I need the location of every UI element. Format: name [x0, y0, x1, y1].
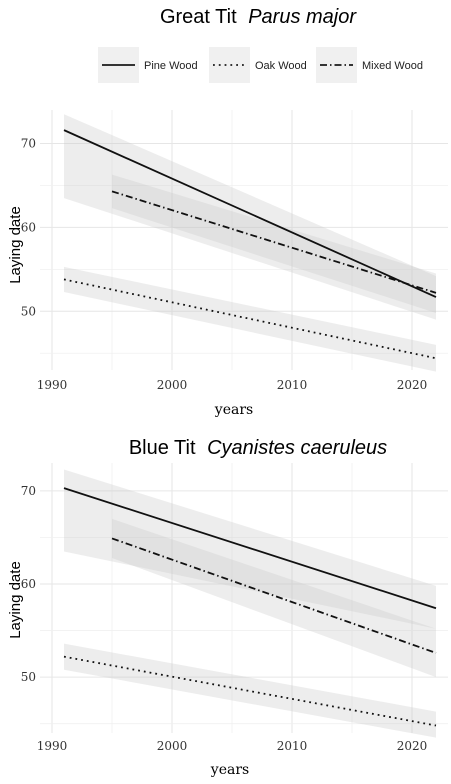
- panel-1-line-pine-wood: [63, 129, 437, 298]
- panel-1-xtick-label: 2020: [397, 378, 428, 392]
- panel-2-xtick-label: 2000: [157, 739, 188, 753]
- panel-2-ci-oak-wood: [64, 643, 436, 738]
- panel-2-line-mixed-wood: [111, 537, 437, 654]
- panel-1-title-main: Great Tit: [160, 6, 237, 28]
- panel-2-xlabel: years: [210, 762, 249, 778]
- legend-label-mixed-wood: Mixed Wood: [362, 60, 423, 72]
- panel-1-xlabel: years: [214, 402, 253, 418]
- panel-2: 1990 2000 2010 2020 50 60 70: [21, 463, 448, 753]
- panel-2-xtick-label: 2010: [277, 739, 308, 753]
- panel-1-title: Great Tit Parus major: [160, 6, 357, 28]
- panel-2-ci-mixed-wood: [112, 518, 436, 678]
- panel-1-xtick-label: 2000: [157, 378, 188, 392]
- panel-1-ytick-label: 70: [21, 137, 36, 151]
- panel-1-xtick-label: 1990: [37, 378, 68, 392]
- panel-2-ytick-label: 60: [21, 577, 36, 591]
- panel-2-xtick-label: 1990: [37, 739, 68, 753]
- panel-2-ylabel: Laying date: [7, 561, 24, 639]
- panel-1-title-species: Parus major: [248, 6, 357, 28]
- panel-1-ytick-label: 50: [21, 304, 36, 318]
- panel-1-ci-mixed-wood: [112, 174, 436, 313]
- panel-2-ytick-label: 70: [21, 484, 36, 498]
- panel-1-xtick-label: 2010: [277, 378, 308, 392]
- panel-2-title-main: Blue Tit: [129, 437, 196, 459]
- panel-1-ylabel: Laying date: [7, 206, 24, 284]
- panel-2-line-pine-wood: [63, 487, 437, 610]
- panel-2-ytick-label: 50: [21, 670, 36, 684]
- panel-1: 1990 2000 2010 2020 50 60 70: [21, 110, 448, 392]
- legend-label-oak-wood: Oak Wood: [255, 60, 307, 72]
- panel-2-title-species: Cyanistes caeruleus: [207, 437, 387, 459]
- panel-1-ci-pine-wood: [64, 114, 436, 320]
- panel-1-line-mixed-wood: [111, 190, 437, 294]
- panel-1-ci-oak-wood: [64, 266, 436, 372]
- legend-label-pine-wood: Pine Wood: [144, 60, 198, 72]
- legend: Pine Wood Oak Wood Mixed Wood: [98, 47, 423, 83]
- panel-2-xtick-label: 2020: [397, 739, 428, 753]
- legend-key-oak-wood: [209, 47, 250, 83]
- panel-2-title: Blue Tit Cyanistes caeruleus: [129, 437, 387, 459]
- panel-1-ytick-label: 60: [21, 220, 36, 234]
